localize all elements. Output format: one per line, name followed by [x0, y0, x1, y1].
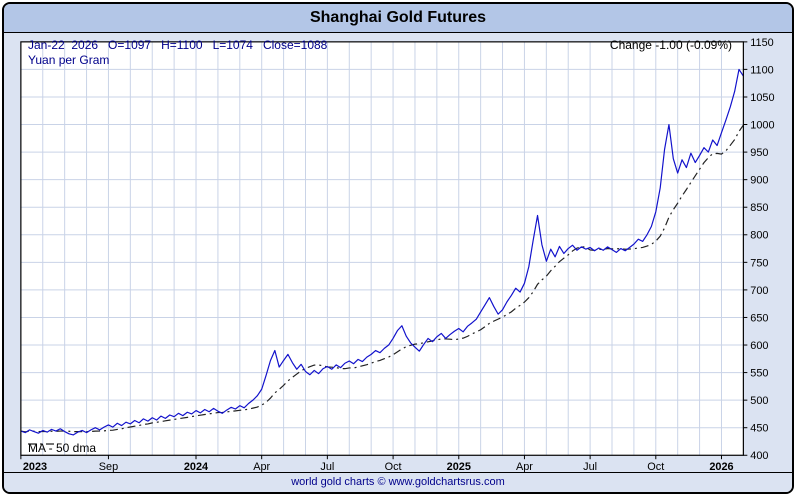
svg-text:850: 850 — [750, 202, 768, 214]
svg-text:800: 800 — [750, 230, 768, 242]
svg-text:2026: 2026 — [709, 461, 733, 472]
footer: world gold charts © www.goldchartsrus.co… — [4, 472, 792, 492]
svg-text:650: 650 — [750, 312, 768, 324]
svg-text:Jul: Jul — [320, 461, 334, 472]
change-label: Change -1.00 (-0.09%) — [609, 38, 732, 52]
svg-text:2023: 2023 — [23, 461, 47, 472]
svg-text:450: 450 — [750, 423, 768, 435]
svg-text:Apr: Apr — [253, 461, 270, 472]
svg-text:750: 750 — [750, 257, 768, 269]
svg-text:2025: 2025 — [447, 461, 471, 472]
unit-label: Yuan per Gram — [28, 53, 110, 67]
info-ohlc: Jan-22 2026 O=1097 H=1100 L=1074 Close=1… — [28, 38, 328, 52]
svg-text:2024: 2024 — [184, 461, 208, 472]
chart-title-bar: Shanghai Gold Futures — [4, 4, 792, 33]
svg-text:Oct: Oct — [647, 461, 664, 472]
svg-text:1100: 1100 — [750, 64, 773, 76]
svg-text:1050: 1050 — [750, 92, 774, 104]
svg-text:Jul: Jul — [583, 461, 597, 472]
svg-text:600: 600 — [750, 340, 768, 352]
svg-text:700: 700 — [750, 285, 768, 297]
chart-title: Shanghai Gold Futures — [309, 9, 486, 26]
chart-area: 400 450 500 550 600 650 700 750 800 850 900 950 1000… — [4, 33, 792, 472]
svg-text:1150: 1150 — [750, 37, 773, 49]
app-window: Shanghai Gold Futures 400 450 500 550 600 650… — [2, 2, 794, 494]
svg-text:550: 550 — [750, 368, 768, 380]
svg-text:500: 500 — [750, 395, 768, 407]
svg-text:950: 950 — [750, 147, 768, 159]
svg-text:1000: 1000 — [750, 120, 774, 132]
ma-legend: MA - 50 dma — [28, 441, 96, 455]
price-chart-svg: 400 450 500 550 600 650 700 750 800 850 900 950 1000… — [20, 37, 775, 472]
svg-text:Sep: Sep — [99, 461, 118, 472]
svg-text:Apr: Apr — [516, 461, 533, 472]
footer-credit-link[interactable]: world gold charts © www.goldchartsrus.co… — [291, 476, 505, 488]
svg-text:400: 400 — [750, 450, 768, 462]
dashdot-line-icon — [28, 443, 56, 445]
svg-text:Oct: Oct — [385, 461, 402, 472]
svg-text:900: 900 — [750, 175, 768, 187]
